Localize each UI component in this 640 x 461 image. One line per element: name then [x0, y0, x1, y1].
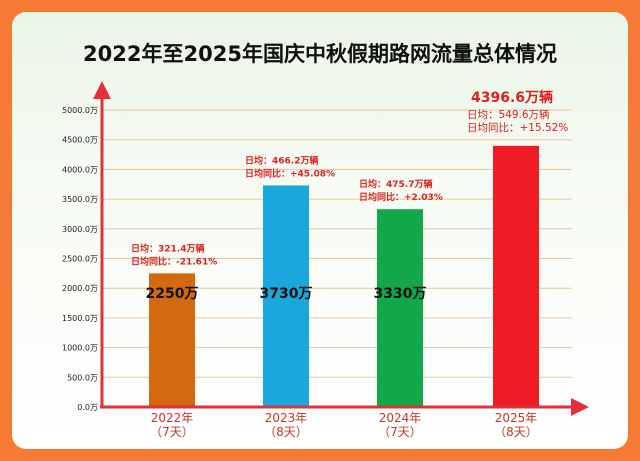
bar: [149, 273, 195, 407]
daily-average-note: 日均：475.7万辆: [359, 178, 432, 190]
y-tick-label: 4000.0万: [62, 165, 98, 174]
y-tick-label: 2500.0万: [62, 255, 98, 264]
daily-average-note: 日均：466.2万辆: [245, 154, 318, 166]
y-tick-label: 0.0万: [77, 403, 98, 412]
yoy-note: 日均同比：+2.03%: [359, 191, 443, 203]
bar: [263, 185, 309, 407]
yoy-note: 日均同比：+15.52%: [467, 121, 568, 134]
x-category-days: （7天）: [378, 425, 422, 439]
yoy-note: 日均同比：+45.08%: [245, 167, 335, 179]
x-category-year: 2023年: [265, 411, 308, 425]
bar-value-label: 2250万: [146, 286, 199, 302]
y-tick-labels: 0.0万 500.0万 1000.0万 1500.0万 2000.0万 2500.0万 30…: [62, 106, 98, 412]
bars: [149, 145, 539, 407]
bar-chart: 2022年至2025年国庆中秋假期路网流量总体情况 0.0万 500.0万 1000…: [62, 42, 589, 439]
chart-card: 2022年至2025年国庆中秋假期路网流量总体情况 0.0万 500.0万 1000…: [12, 12, 628, 449]
bar-value-label: 3730万: [260, 286, 313, 302]
y-tick-label: 4500.0万: [62, 136, 98, 145]
x-category-year: 2025年: [495, 411, 538, 425]
x-category-days: （7天）: [150, 425, 194, 439]
x-category-year: 2024年: [379, 411, 422, 425]
headline-total: 4396.6万辆: [471, 89, 553, 106]
y-tick-label: 3000.0万: [62, 225, 98, 234]
bar-labels: 2250万 3730万 3330万: [146, 286, 427, 302]
yoy-note: 日均同比：-21.61%: [131, 255, 217, 267]
x-category-labels: 2022年（7天）2023年（8天）2024年（7天）2025年（8天）: [150, 411, 538, 439]
x-category-year: 2022年: [151, 411, 194, 425]
x-category-days: （8天）: [264, 425, 308, 439]
y-tick-label: 2000.0万: [62, 284, 98, 293]
y-tick-label: 500.0万: [67, 373, 98, 382]
y-tick-label: 5000.0万: [62, 106, 98, 115]
chart-title: 2022年至2025年国庆中秋假期路网流量总体情况: [83, 42, 557, 66]
bar: [493, 145, 539, 407]
bar: [377, 209, 423, 407]
y-tick-label: 1000.0万: [62, 344, 98, 353]
x-category-days: （8天）: [494, 425, 538, 439]
bar-value-label: 3330万: [374, 286, 427, 302]
y-tick-label: 3500.0万: [62, 195, 98, 204]
daily-average-note: 日均：549.6万辆: [467, 108, 550, 121]
y-tick-label: 1500.0万: [62, 314, 98, 323]
daily-average-note: 日均：321.4万辆: [131, 242, 204, 254]
